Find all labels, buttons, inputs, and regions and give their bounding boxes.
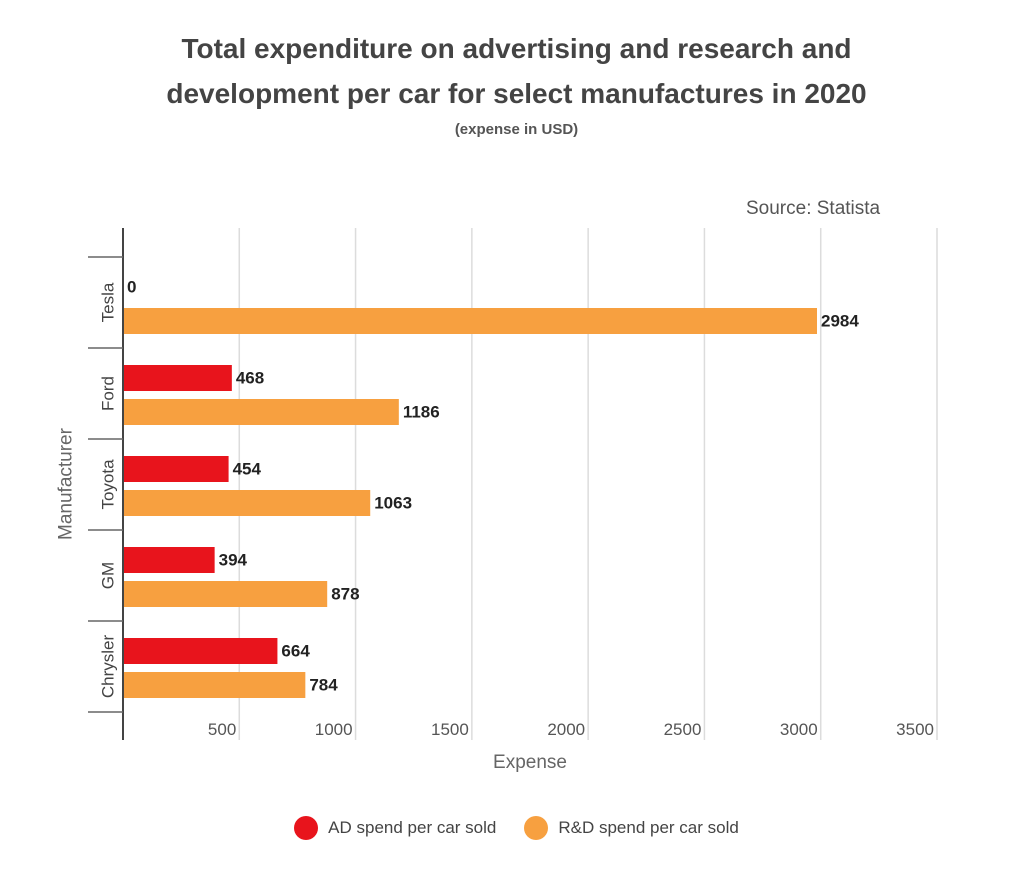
- data-label: 1186: [403, 403, 440, 422]
- bar-rd: [124, 490, 371, 516]
- x-tick-label: 1500: [431, 720, 469, 739]
- bar-rd: [124, 581, 328, 607]
- legend-swatch-ad: [294, 816, 319, 840]
- x-axis-title: Expense: [493, 752, 567, 773]
- x-tick-label: 1000: [315, 720, 353, 739]
- bar-rd: [124, 672, 306, 698]
- data-label: 468: [236, 369, 264, 388]
- y-tick-label: Ford: [99, 376, 118, 411]
- bar-ad: [124, 456, 229, 482]
- data-label: 664: [281, 642, 310, 661]
- chart-title-line2: development per car for select manufactu…: [166, 78, 867, 109]
- y-axis-title: Manufacturer: [56, 427, 77, 540]
- chart-title: Total expenditure on advertising and res…: [0, 26, 1033, 116]
- x-tick-label: 3000: [780, 720, 818, 739]
- data-label: 2984: [821, 312, 859, 331]
- x-tick-label: 2000: [547, 720, 585, 739]
- bar-rd: [124, 399, 399, 425]
- chart-title-line1: Total expenditure on advertising and res…: [181, 33, 852, 64]
- bar-ad: [124, 547, 215, 573]
- bar-rd: [124, 308, 817, 334]
- x-tick-label: 500: [208, 720, 236, 739]
- data-label: 0: [127, 278, 136, 297]
- legend-item-ad: AD spend per car sold: [294, 816, 496, 840]
- legend-swatch-rd: [524, 816, 549, 840]
- bar-chart: 500 1000 1500 2000 2500 3000 3500 Tesla Ford Toyo…: [56, 228, 938, 773]
- legend-label-rd: R&D spend per car sold: [558, 818, 739, 837]
- x-tick-label: 2500: [664, 720, 702, 739]
- source-note: Source: Statista: [746, 198, 881, 219]
- data-label: 454: [233, 460, 262, 479]
- data-label: 878: [331, 585, 359, 604]
- y-tick-label: GM: [99, 562, 118, 589]
- y-tick-label: Toyota: [99, 459, 118, 510]
- legend-item-rd: R&D spend per car sold: [524, 816, 739, 840]
- chart-subtitle: (expense in USD): [454, 121, 579, 138]
- data-label: 784: [309, 676, 338, 695]
- chart-legend: AD spend per car sold R&D spend per car …: [0, 816, 1033, 840]
- y-tick-label: Chrysler: [99, 635, 118, 699]
- data-label: 1063: [374, 494, 412, 513]
- y-tick-label: Tesla: [99, 282, 118, 322]
- data-label: 394: [219, 551, 248, 570]
- x-tick-label: 3500: [896, 720, 934, 739]
- bar-ad: [124, 638, 278, 664]
- bar-ad: [124, 365, 232, 391]
- legend-label-ad: AD spend per car sold: [328, 818, 497, 837]
